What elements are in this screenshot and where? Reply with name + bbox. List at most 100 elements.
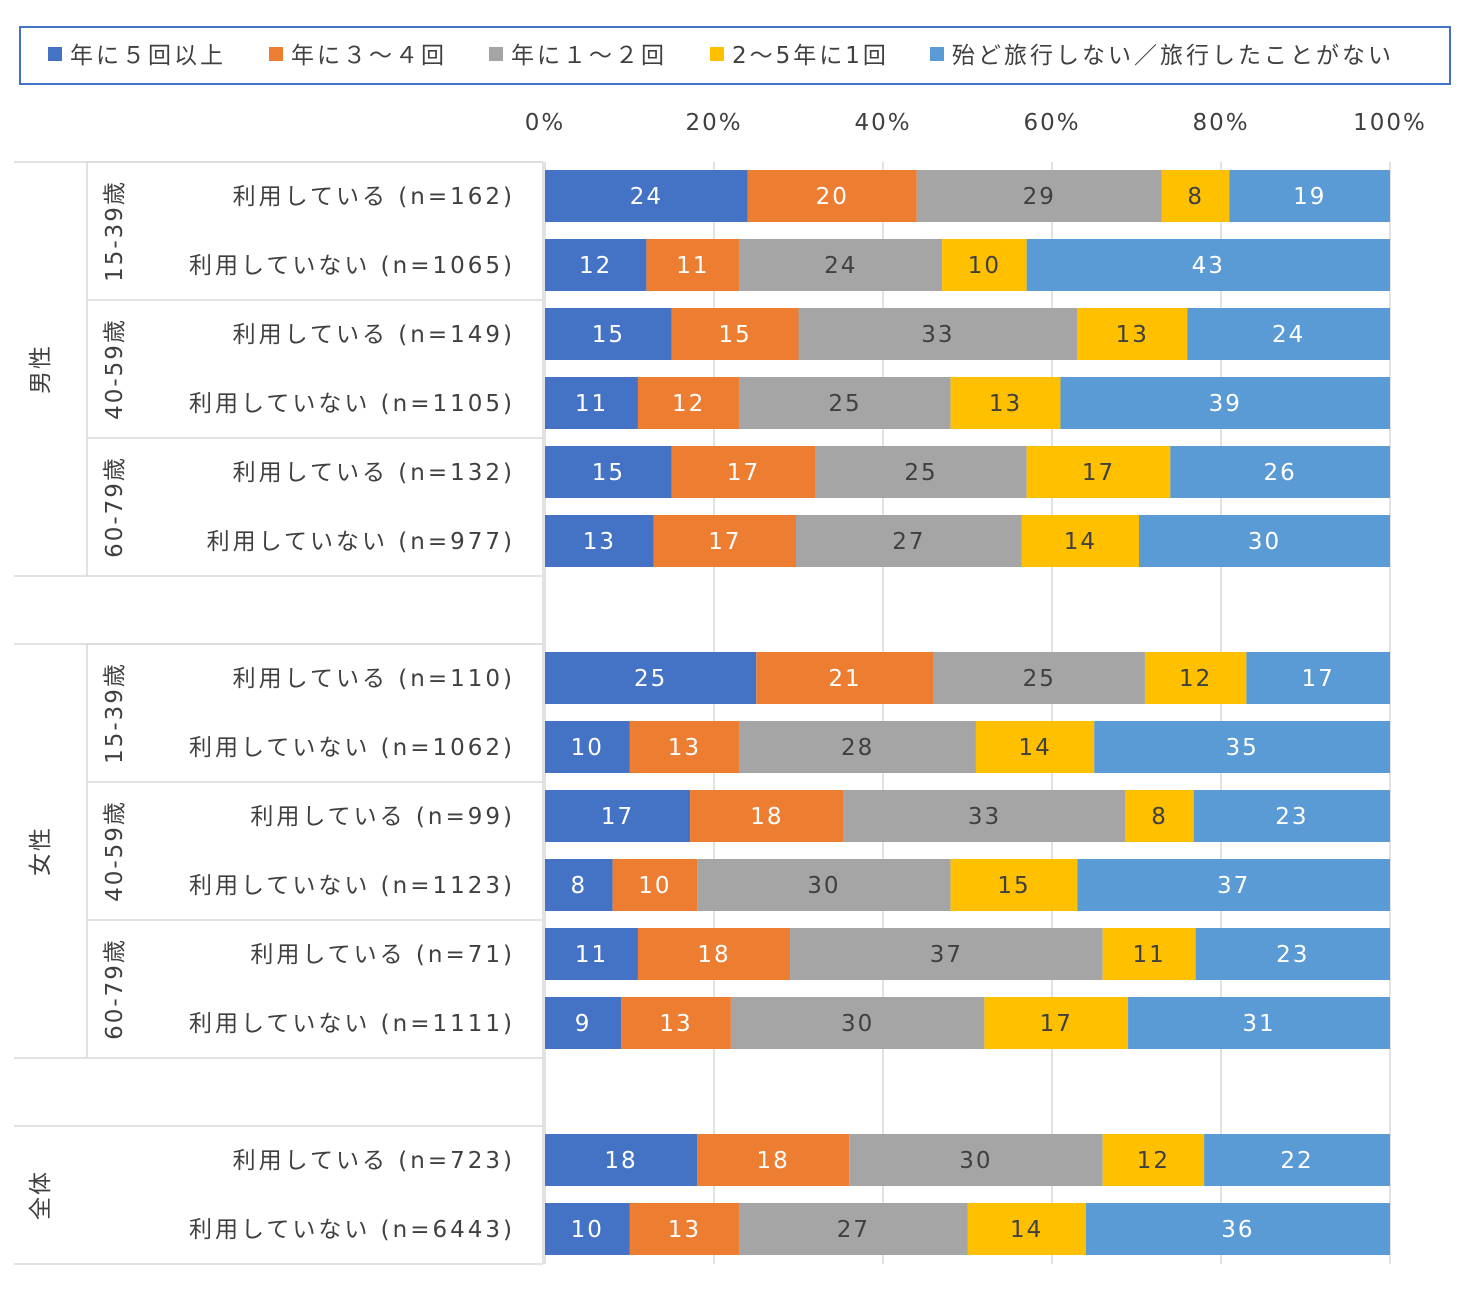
bar-segment: [1026, 239, 1390, 291]
bar-segment: [1094, 721, 1390, 773]
data-label: 14: [1018, 735, 1051, 761]
section-label: 男性: [28, 344, 54, 394]
bar-segment: [975, 721, 1095, 773]
data-label: 21: [828, 666, 861, 692]
row-label: 利用している (n=149): [233, 322, 515, 348]
data-label: 25: [1023, 666, 1056, 692]
data-label: 18: [757, 1148, 790, 1174]
bar-segment: [545, 790, 691, 842]
bar-segment: [1085, 1203, 1390, 1255]
data-label: 15: [592, 322, 625, 348]
bar-segment: [1102, 1134, 1205, 1186]
bar-segment: [1170, 446, 1390, 498]
data-label: 12: [1137, 1148, 1170, 1174]
row-label: 利用していない (n=977): [207, 529, 515, 555]
bar-segment: [697, 1134, 850, 1186]
bar-segment: [653, 515, 796, 567]
bar-segment: [1077, 859, 1390, 911]
age-group-label: 40-59歳: [102, 318, 128, 420]
data-label: 9: [575, 1011, 592, 1037]
data-label: 11: [1133, 942, 1166, 968]
bar-segment: [967, 1203, 1086, 1255]
bar-segment: [690, 790, 844, 842]
section-label: 全体: [28, 1170, 54, 1220]
bar-segment: [545, 721, 630, 773]
age-group-label: 60-79歳: [102, 938, 128, 1040]
bar-segment: [545, 377, 638, 429]
data-label: 23: [1275, 804, 1308, 830]
bar-segment: [1229, 170, 1390, 222]
bar-segment: [849, 1134, 1103, 1186]
bar-segment: [545, 928, 638, 980]
bar-segment: [545, 1134, 698, 1186]
bar-segment: [798, 308, 1078, 360]
data-label: 13: [659, 1011, 692, 1037]
data-label: 18: [697, 942, 730, 968]
legend-swatch: [48, 47, 62, 61]
data-label: 11: [575, 942, 608, 968]
data-label: 25: [634, 666, 667, 692]
x-tick-label: 60%: [1023, 110, 1080, 136]
data-label: 24: [824, 253, 857, 279]
bar-segment: [950, 859, 1078, 911]
legend-label: 年に３～４回: [291, 43, 447, 69]
bar-segment: [795, 515, 1022, 567]
data-label: 24: [1272, 322, 1305, 348]
data-label: 30: [1248, 529, 1281, 555]
data-label: 15: [997, 873, 1030, 899]
bar-segment: [1077, 308, 1188, 360]
bar-segment: [545, 859, 613, 911]
bar-segment: [697, 859, 951, 911]
data-label: 27: [892, 529, 925, 555]
bar-segment: [1161, 170, 1230, 222]
bar-segment: [545, 308, 672, 360]
legend-swatch: [930, 47, 944, 61]
legend-label: 2～5年に1回: [732, 43, 889, 69]
section-label: 女性: [28, 826, 54, 876]
data-label: 22: [1280, 1148, 1313, 1174]
bar-segment: [671, 446, 816, 498]
bar-segment: [545, 446, 672, 498]
data-label: 15: [592, 460, 625, 486]
bar-segment: [646, 239, 740, 291]
x-tick-label: 40%: [854, 110, 911, 136]
row-label: 利用している (n=132): [233, 460, 515, 486]
legend-swatch: [269, 47, 283, 61]
bar-segment: [545, 515, 654, 567]
data-label: 12: [672, 391, 705, 417]
bar-segment: [739, 1203, 968, 1255]
bar-segment: [739, 721, 976, 773]
bar-segment: [545, 652, 757, 704]
data-label: 14: [1010, 1217, 1043, 1243]
data-label: 10: [571, 735, 604, 761]
legend-swatch: [489, 47, 503, 61]
bar-segment: [739, 377, 951, 429]
data-label: 17: [708, 529, 741, 555]
data-label: 19: [1293, 184, 1326, 210]
bar-segment: [545, 170, 748, 222]
row-label: 利用している (n=723): [233, 1148, 515, 1174]
row-label: 利用していない (n=1105): [189, 391, 515, 417]
data-label: 30: [807, 873, 840, 899]
age-group-label: 40-59歳: [102, 800, 128, 902]
data-label: 12: [579, 253, 612, 279]
data-label: 8: [570, 873, 587, 899]
bar-segment: [984, 997, 1129, 1049]
data-label: 30: [959, 1148, 992, 1174]
bar-segment: [612, 859, 698, 911]
data-label: 10: [968, 253, 1001, 279]
bar-segment: [790, 928, 1103, 980]
data-label: 10: [571, 1217, 604, 1243]
x-axis: 0% 20% 40% 60% 80% 100%: [525, 110, 1425, 136]
data-label: 13: [668, 1217, 701, 1243]
data-label: 39: [1209, 391, 1242, 417]
data-label: 37: [930, 942, 963, 968]
bar-segment: [916, 170, 1162, 222]
age-group-label: 15-39歳: [102, 662, 128, 764]
legend-box: [19, 26, 1451, 85]
data-label: 33: [968, 804, 1001, 830]
data-label: 31: [1242, 1011, 1275, 1037]
data-label: 13: [668, 735, 701, 761]
